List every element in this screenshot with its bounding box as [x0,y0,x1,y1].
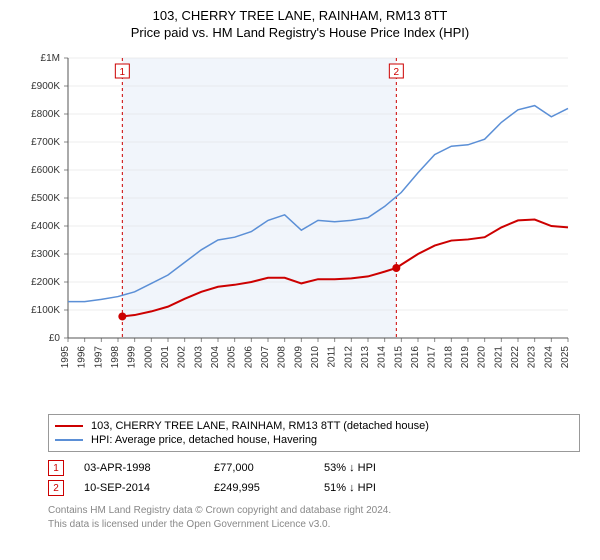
svg-text:2023: 2023 [527,346,538,369]
sale-hpi-1: 53% ↓ HPI [324,462,434,474]
svg-text:2012: 2012 [343,346,354,369]
footer: Contains HM Land Registry data © Crown c… [48,504,580,531]
sale-hpi-2: 51% ↓ HPI [324,482,434,494]
sale-price-2: £249,995 [214,482,304,494]
svg-text:1996: 1996 [77,346,88,369]
sale-date-2: 10-SEP-2014 [84,482,194,494]
svg-text:£800K: £800K [31,109,60,120]
chart-title: 103, CHERRY TREE LANE, RAINHAM, RM13 8TT [0,8,600,23]
legend-row-hpi: HPI: Average price, detached house, Have… [55,433,573,447]
svg-text:2002: 2002 [177,346,188,369]
svg-text:£1M: £1M [41,53,60,64]
sale-row-1: 1 03-APR-1998 £77,000 53% ↓ HPI [48,458,580,478]
svg-text:£0: £0 [49,333,61,344]
svg-text:2011: 2011 [327,346,338,368]
svg-text:2019: 2019 [460,346,471,369]
svg-text:1: 1 [120,67,126,78]
svg-text:£900K: £900K [31,81,60,92]
svg-text:2008: 2008 [277,346,288,369]
svg-text:2003: 2003 [193,346,204,369]
svg-text:2015: 2015 [393,346,404,369]
svg-text:2018: 2018 [443,346,454,369]
svg-text:1999: 1999 [127,346,138,369]
svg-text:2010: 2010 [310,346,321,369]
sale-marker-2: 2 [48,480,64,496]
sale-marker-1: 1 [48,460,64,476]
svg-text:2005: 2005 [227,346,238,369]
legend-swatch-price [55,425,83,427]
sales-table: 1 03-APR-1998 £77,000 53% ↓ HPI 2 10-SEP… [48,458,580,498]
svg-text:2007: 2007 [260,346,271,369]
svg-text:1995: 1995 [60,346,71,369]
svg-text:2017: 2017 [427,346,438,369]
svg-text:£600K: £600K [31,165,60,176]
sale-date-1: 03-APR-1998 [84,462,194,474]
svg-text:2021: 2021 [493,346,504,369]
legend-label-hpi: HPI: Average price, detached house, Have… [91,434,317,446]
svg-text:2: 2 [394,67,400,78]
svg-text:2025: 2025 [560,346,571,369]
svg-text:2024: 2024 [543,346,554,369]
svg-text:2001: 2001 [160,346,171,369]
svg-text:2016: 2016 [410,346,421,369]
svg-text:2022: 2022 [510,346,521,369]
legend-row-price: 103, CHERRY TREE LANE, RAINHAM, RM13 8TT… [55,419,573,433]
svg-text:2006: 2006 [243,346,254,369]
footer-line-2: This data is licensed under the Open Gov… [48,518,580,532]
footer-line-1: Contains HM Land Registry data © Crown c… [48,504,580,518]
chart-subtitle: Price paid vs. HM Land Registry's House … [0,25,600,40]
legend: 103, CHERRY TREE LANE, RAINHAM, RM13 8TT… [48,414,580,452]
sale-row-2: 2 10-SEP-2014 £249,995 51% ↓ HPI [48,478,580,498]
svg-text:£100K: £100K [31,305,60,316]
svg-text:2014: 2014 [377,346,388,369]
chart-svg: £0 £100K £200K £300K £400K £500K £600K £700K £80… [20,48,580,408]
svg-text:£400K: £400K [31,221,60,232]
chart-area: £0 £100K £200K £300K £400K £500K £600K £700K £80… [20,48,580,408]
svg-text:£300K: £300K [31,249,60,260]
svg-text:£700K: £700K [31,137,60,148]
svg-text:2020: 2020 [477,346,488,369]
legend-label-price: 103, CHERRY TREE LANE, RAINHAM, RM13 8TT… [91,420,429,432]
svg-text:£500K: £500K [31,193,60,204]
svg-text:2004: 2004 [210,346,221,369]
svg-text:2000: 2000 [143,346,154,369]
svg-text:1997: 1997 [93,346,104,369]
svg-text:2009: 2009 [293,346,304,369]
svg-text:2013: 2013 [360,346,371,369]
sale-price-1: £77,000 [214,462,304,474]
svg-text:£200K: £200K [31,277,60,288]
legend-swatch-hpi [55,439,83,441]
svg-text:1998: 1998 [110,346,121,369]
